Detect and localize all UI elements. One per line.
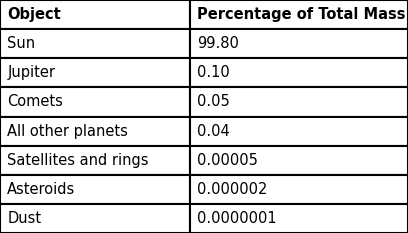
Bar bbox=[0, 58, 190, 87]
Bar bbox=[0, 0, 190, 29]
Bar bbox=[190, 146, 408, 175]
Text: Comets: Comets bbox=[7, 94, 63, 110]
Text: 0.00005: 0.00005 bbox=[197, 153, 258, 168]
Text: Percentage of Total Mass: Percentage of Total Mass bbox=[197, 7, 406, 22]
Text: Satellites and rings: Satellites and rings bbox=[7, 153, 149, 168]
Text: 0.0000001: 0.0000001 bbox=[197, 211, 277, 226]
Bar bbox=[0, 29, 190, 58]
Bar bbox=[190, 0, 408, 29]
Bar bbox=[190, 29, 408, 58]
Bar bbox=[190, 116, 408, 146]
Text: 0.05: 0.05 bbox=[197, 94, 230, 110]
Bar bbox=[0, 204, 190, 233]
Text: Object: Object bbox=[7, 7, 61, 22]
Text: Asteroids: Asteroids bbox=[7, 182, 75, 197]
Text: 99.80: 99.80 bbox=[197, 36, 239, 51]
Bar bbox=[0, 116, 190, 146]
Text: 0.04: 0.04 bbox=[197, 123, 230, 139]
Text: Sun: Sun bbox=[7, 36, 35, 51]
Bar bbox=[0, 87, 190, 116]
Bar bbox=[190, 175, 408, 204]
Bar bbox=[0, 146, 190, 175]
Text: 0.10: 0.10 bbox=[197, 65, 230, 80]
Bar bbox=[190, 87, 408, 116]
Bar bbox=[190, 58, 408, 87]
Bar bbox=[0, 175, 190, 204]
Bar bbox=[190, 204, 408, 233]
Text: Dust: Dust bbox=[7, 211, 42, 226]
Text: 0.000002: 0.000002 bbox=[197, 182, 267, 197]
Text: Jupiter: Jupiter bbox=[7, 65, 55, 80]
Text: All other planets: All other planets bbox=[7, 123, 128, 139]
